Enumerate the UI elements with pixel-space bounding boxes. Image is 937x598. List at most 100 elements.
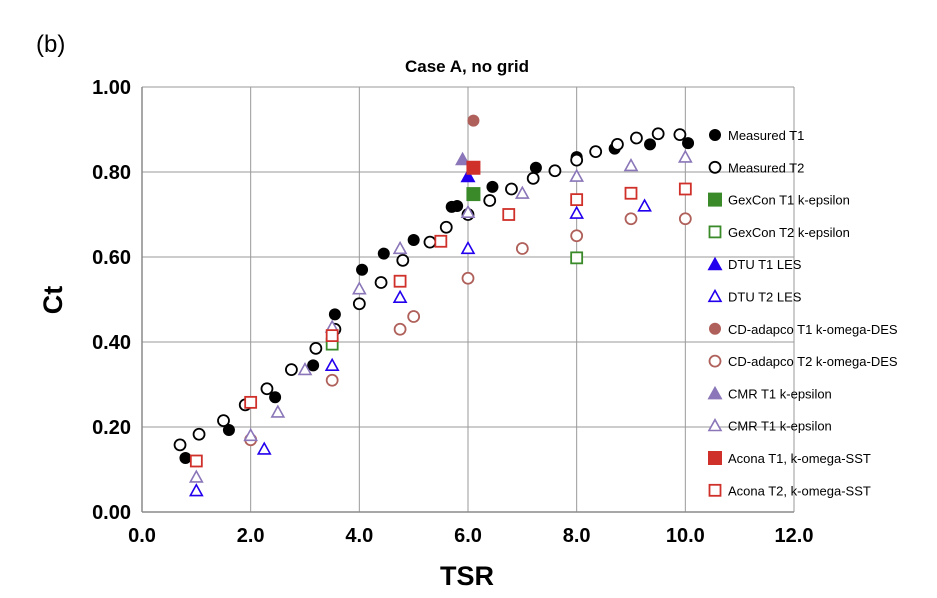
data-point (486, 180, 499, 193)
x-tick-label: 6.0 (454, 525, 482, 547)
data-points (173, 114, 695, 497)
data-point (630, 131, 643, 145)
x-tick-labels: 0.0 2.0 4.0 6.0 8.0 10.0 12.0 (128, 525, 813, 547)
data-point (637, 198, 652, 212)
legend-label: Acona T1, k-omega-SST (728, 451, 871, 466)
x-tick-label: 2.0 (237, 525, 265, 547)
legend-label: Measured T2 (728, 160, 804, 175)
data-point (483, 194, 497, 207)
data-point (451, 200, 464, 212)
legend-marker (708, 160, 722, 174)
data-point (256, 441, 272, 455)
legend-item: CMR T1 k-epsilon (707, 418, 832, 434)
legend-marker (708, 192, 722, 207)
data-point (377, 247, 390, 260)
data-point (461, 271, 475, 285)
data-point (356, 263, 369, 276)
legend-label: GexCon T2 k-epsilon (728, 225, 850, 240)
legend-marker (708, 354, 722, 368)
data-point (244, 395, 258, 409)
chart-title: Case A, no grid (405, 57, 529, 76)
x-tick-label: 8.0 (563, 525, 591, 547)
data-point (439, 220, 453, 234)
legend-label: DTU T2 LES (728, 290, 802, 305)
data-point (393, 322, 407, 336)
legend-label: CMR T1 k-epsilon (728, 386, 832, 401)
legend-item: CD-adapco T2 k-omega-DES (708, 354, 898, 369)
x-tick-label: 10.0 (666, 525, 705, 547)
y-tick-label: 1.00 (92, 77, 131, 99)
data-point (570, 229, 584, 243)
data-point (325, 373, 339, 387)
series-10 (466, 160, 481, 175)
data-point (297, 361, 313, 376)
data-point (217, 414, 230, 428)
x-tick-label: 12.0 (775, 525, 814, 547)
x-axis-label: TSR (440, 561, 494, 591)
y-tick-label: 0.80 (92, 162, 131, 184)
data-point (222, 423, 235, 436)
data-point (624, 212, 638, 226)
series-6 (467, 114, 480, 127)
legend-marker (708, 483, 722, 497)
y-tick-label: 0.20 (92, 417, 131, 439)
data-point (392, 289, 408, 303)
series-9 (188, 149, 693, 483)
legend-marker (708, 225, 722, 239)
legend-item: GexCon T1 k-epsilon (708, 192, 850, 208)
legend-marker (709, 129, 721, 141)
data-point (529, 161, 542, 174)
data-point (644, 138, 657, 151)
legend-item: GexCon T2 k-epsilon (708, 225, 850, 240)
data-point (173, 438, 187, 452)
data-point (515, 242, 529, 255)
legend-marker (708, 451, 722, 465)
data-point (407, 310, 421, 323)
data-point (589, 145, 603, 159)
data-point (682, 137, 695, 150)
data-point (548, 164, 562, 178)
data-point (324, 357, 340, 371)
data-point (623, 157, 639, 172)
data-point (352, 297, 366, 311)
y-tick-label: 0.60 (92, 247, 131, 269)
data-point (393, 274, 407, 288)
data-point (569, 205, 585, 219)
data-point (407, 234, 420, 246)
legend-item: CD-adapco T1 k-omega-DES (709, 322, 898, 337)
legend-label: CD-adapco T2 k-omega-DES (728, 354, 898, 369)
data-point (502, 208, 516, 221)
data-point (673, 128, 687, 142)
data-point (189, 454, 203, 468)
data-point (188, 483, 204, 497)
data-point (396, 253, 410, 267)
legend-item: DTU T1 LES (707, 256, 802, 272)
data-point (285, 363, 298, 377)
legend-item: Measured T2 (708, 160, 804, 175)
series-8 (455, 151, 471, 166)
series-11 (189, 182, 692, 468)
data-point (179, 452, 192, 465)
legend-item: Acona T2, k-omega-SST (708, 483, 871, 498)
data-point (678, 212, 692, 226)
data-point (328, 308, 341, 321)
series-5 (188, 198, 652, 497)
legend-marker (707, 288, 723, 303)
data-point (651, 127, 665, 141)
data-point (505, 182, 518, 196)
legend-item: Measured T1 (709, 128, 804, 143)
data-point (192, 427, 206, 441)
legend-item: DTU T2 LES (707, 288, 802, 305)
data-point (466, 160, 481, 175)
data-point (460, 204, 476, 218)
data-point (467, 114, 480, 127)
data-point (624, 186, 638, 200)
legend-item: CMR T1 k-epsilon (707, 385, 832, 401)
series-0 (179, 137, 695, 465)
legend-marker (709, 322, 721, 335)
x-tick-label: 4.0 (345, 525, 373, 547)
panel-label: (b) (36, 31, 65, 58)
series-2 (466, 187, 481, 202)
legend: Measured T1 Measured T2 GexCon T1 k-epsilo… (707, 128, 898, 498)
